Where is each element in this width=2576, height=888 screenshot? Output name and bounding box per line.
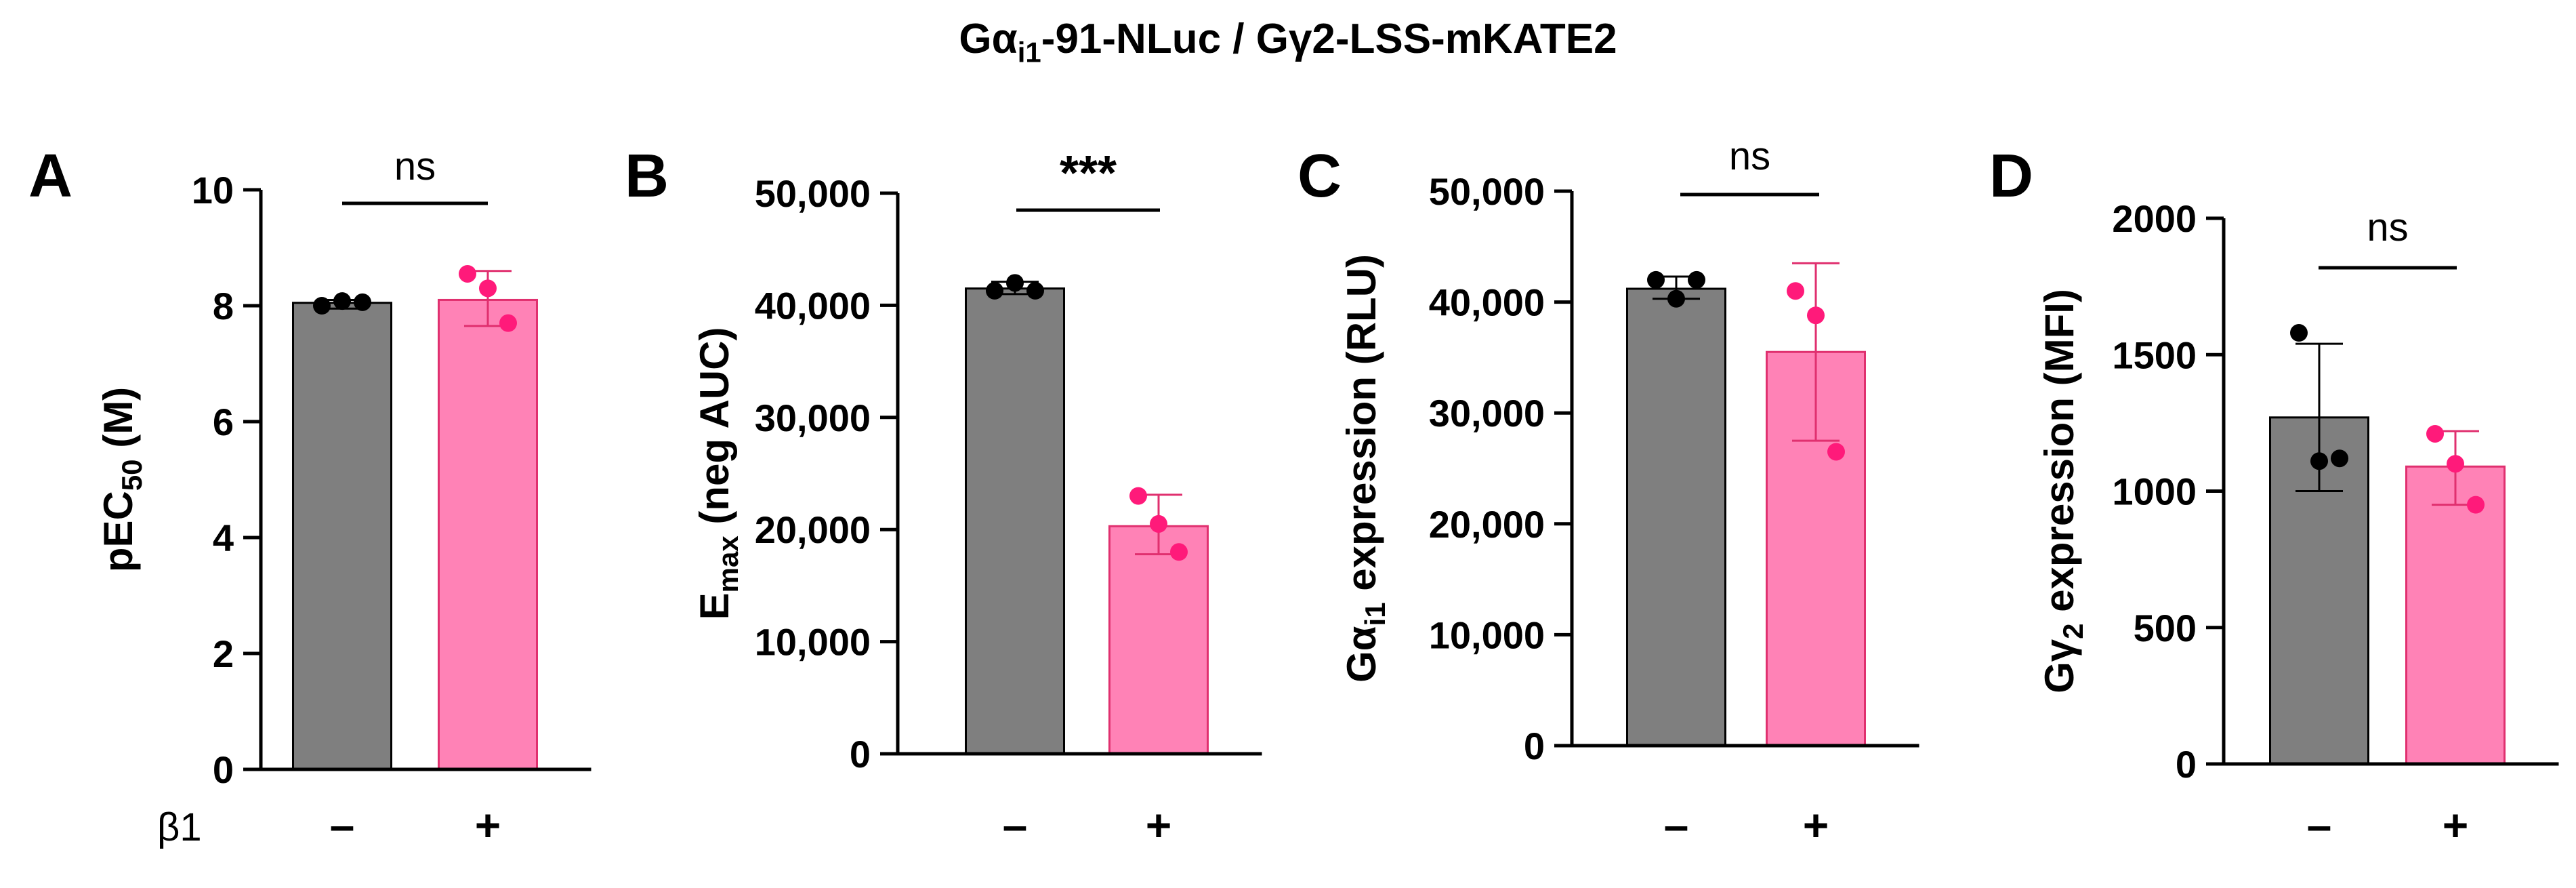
y-axis-label-main: Gγ xyxy=(2037,639,2082,693)
category-label: + xyxy=(1146,800,1172,850)
data-point xyxy=(333,292,351,310)
chart-panel-B: B – +0 10,000 20,000 30,000 40,000 50,000 Emax (… xyxy=(625,142,1262,850)
y-axis-label-tail: (M) xyxy=(96,387,141,460)
chart-panels: A – +0 2 4 6 8 10 pEC50 (M) ns B – +0 10,000 20,000 30,… xyxy=(28,134,2559,850)
chart-panel-C: C – +0 10,000 20,000 30,000 40,000 50,000 Gαi1 e… xyxy=(1297,134,1919,850)
y-tick-label: 500 xyxy=(2134,607,2197,649)
panel-letter: B xyxy=(625,142,669,210)
y-axis-label-main: Gα xyxy=(1339,626,1384,683)
data-point xyxy=(2290,324,2308,342)
y-tick-label: 40,000 xyxy=(755,284,871,327)
data-point xyxy=(1006,274,1024,292)
y-axis-label: Emax (neg AUC) xyxy=(692,327,744,620)
y-tick-label: 10,000 xyxy=(1429,613,1545,656)
y-tick-label: 2 xyxy=(213,632,234,675)
category-label: + xyxy=(1803,800,1829,850)
data-point xyxy=(1129,487,1147,505)
y-tick-label: 50,000 xyxy=(1429,170,1545,213)
category-label: – xyxy=(1003,800,1028,850)
data-point xyxy=(479,279,497,298)
significance-label: *** xyxy=(1060,146,1117,201)
y-axis-label: Gγ2 expression (MFI) xyxy=(2037,289,2089,693)
y-tick-label: 8 xyxy=(213,285,234,327)
category-label: – xyxy=(2307,800,2332,850)
panel-letter: A xyxy=(28,142,72,210)
bar xyxy=(2405,465,2506,765)
y-tick-label: 10,000 xyxy=(755,621,871,664)
y-tick-label: 2000 xyxy=(2112,197,2197,240)
data-point xyxy=(1026,281,1044,300)
bar xyxy=(1626,287,1726,747)
y-tick-label: 20,000 xyxy=(755,508,871,551)
y-axis-label: pEC50 (M) xyxy=(96,387,148,572)
data-point xyxy=(1688,270,1705,289)
data-point xyxy=(2331,449,2348,468)
chart-panel-A: A – +0 2 4 6 8 10 pEC50 (M) ns xyxy=(28,142,591,850)
data-point xyxy=(1827,443,1845,461)
data-point xyxy=(499,314,517,332)
y-axis-label-main: E xyxy=(692,592,737,620)
y-axis-label-subscript: i1 xyxy=(1359,602,1391,626)
y-tick-label: 1000 xyxy=(2112,470,2197,513)
y-tick-label: 50,000 xyxy=(755,172,871,215)
y-tick-label: 0 xyxy=(1524,725,1545,767)
y-tick-label: 0 xyxy=(850,733,871,775)
y-tick-label: 4 xyxy=(213,517,234,559)
data-point xyxy=(2310,452,2328,470)
bar xyxy=(292,302,392,771)
significance-label: ns xyxy=(394,144,436,188)
y-axis-label-subscript: max xyxy=(712,536,744,593)
category-label: + xyxy=(2443,800,2469,850)
bar xyxy=(965,287,1065,755)
data-point xyxy=(1647,270,1665,289)
data-point xyxy=(1150,514,1167,533)
data-point xyxy=(313,297,331,315)
data-point xyxy=(2447,455,2464,473)
y-axis-label-subscript: 50 xyxy=(116,459,148,491)
significance-label: ns xyxy=(1729,134,1770,178)
data-point xyxy=(986,281,1003,300)
y-axis-label: Gαi1 expression (RLU) xyxy=(1339,254,1391,683)
y-axis-label-tail: expression (RLU) xyxy=(1339,254,1384,602)
data-point xyxy=(1170,543,1188,561)
y-tick-label: 30,000 xyxy=(1429,392,1545,435)
category-label: + xyxy=(475,800,501,850)
significance-label: ns xyxy=(2367,205,2408,249)
bar xyxy=(1108,525,1209,755)
data-point xyxy=(354,293,371,311)
figure-title: Gαi1-91-NLuc / Gγ2-LSS-mKATE2 xyxy=(959,16,1617,68)
data-point xyxy=(2467,496,2485,514)
y-tick-label: 40,000 xyxy=(1429,281,1545,324)
category-label: – xyxy=(1664,800,1689,850)
data-point xyxy=(459,264,476,283)
y-tick-label: 6 xyxy=(213,401,234,443)
y-tick-label: 30,000 xyxy=(755,397,871,439)
bar xyxy=(438,298,538,771)
y-tick-label: 1500 xyxy=(2112,334,2197,376)
panel-letter: C xyxy=(1297,142,1342,210)
chart-panel-D: D – +0 500 1000 1500 2000 Gγ2 expression (MFI) n… xyxy=(1989,142,2559,850)
y-tick-label: 0 xyxy=(2176,743,2197,786)
y-axis-label-subscript: 2 xyxy=(2057,624,2089,639)
category-label: – xyxy=(330,800,355,850)
y-tick-label: 10 xyxy=(192,169,234,211)
data-point xyxy=(2426,424,2444,443)
y-axis-label-tail: expression (MFI) xyxy=(2037,289,2082,623)
data-point xyxy=(1667,289,1685,308)
panel-letter: D xyxy=(1989,142,2033,210)
beta1-row-label: β1 xyxy=(157,805,202,849)
y-axis-label-main: pEC xyxy=(96,491,141,572)
y-tick-label: 20,000 xyxy=(1429,503,1545,546)
y-tick-label: 0 xyxy=(213,748,234,791)
data-point xyxy=(1787,282,1804,300)
data-point xyxy=(1807,306,1825,325)
y-axis-label-tail: (neg AUC) xyxy=(692,327,737,536)
